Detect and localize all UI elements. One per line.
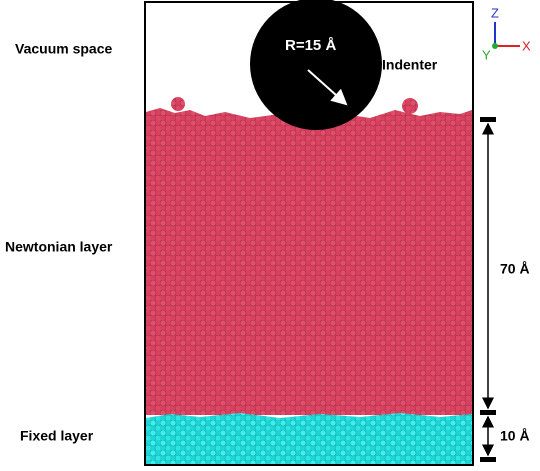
y-label: Y: [482, 47, 491, 62]
indenter: [250, 0, 382, 130]
vacuum-label: Vacuum space: [15, 41, 112, 57]
indenter-label: Indenter: [382, 57, 438, 73]
atom-cluster: [402, 98, 418, 114]
newtonian-region: [146, 108, 472, 415]
fixed-label: Fixed layer: [20, 428, 94, 444]
dim-bar: [480, 457, 496, 462]
fixed-thickness: 10 Å: [500, 428, 530, 444]
newtonian-thickness: 70 Å: [500, 261, 530, 277]
atom-cluster: [171, 97, 185, 111]
fixed-region: [146, 413, 472, 464]
radius-arrow: [307, 69, 348, 106]
newtonian-label: Newtonian layer: [5, 239, 113, 255]
y-axis: [492, 43, 498, 49]
x-label: X: [522, 38, 531, 53]
radius-label: R=15 Å: [285, 37, 336, 54]
dim-bar: [480, 117, 496, 122]
z-label: Z: [491, 5, 499, 20]
dim-bar: [480, 410, 496, 415]
